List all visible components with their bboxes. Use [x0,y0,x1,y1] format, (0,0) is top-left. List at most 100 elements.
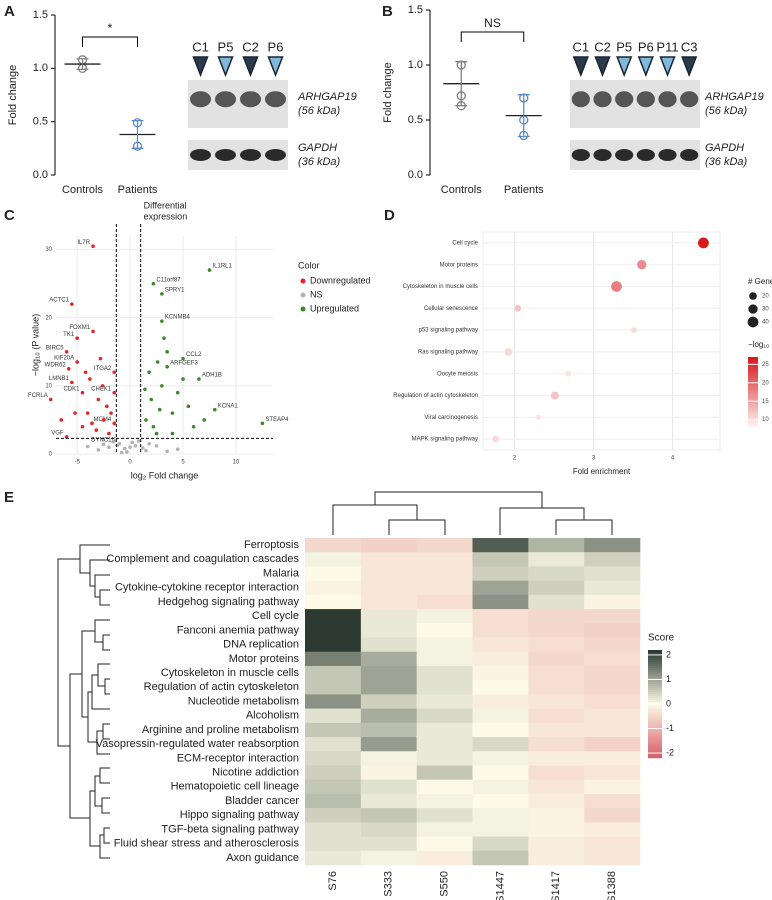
y-axis-label: Fold change [7,65,19,126]
colorbar [648,694,662,697]
heatmap-cell [584,751,641,766]
colorbar [748,391,758,394]
data-point [197,377,201,381]
data-point [112,421,117,426]
data-point [136,439,141,443]
colorbar [648,702,662,705]
protein-size: (56 kDa) [705,105,748,117]
row-label: Axon guidance [226,852,299,864]
colorbar-label: 20 [762,380,769,386]
heatmap-cell [584,680,641,695]
heatmap-cell [416,793,473,809]
colorbar [648,668,662,671]
lane-label: C1 [573,39,590,54]
data-point [91,329,95,334]
colorbar [648,728,662,731]
heatmap-cell [528,737,585,752]
row-label: Hematopoietic cell lineage [171,781,299,793]
heatmap-cell [360,538,417,553]
colorbar [748,381,758,384]
blot-band [190,91,211,108]
heatmap-cell [305,651,362,667]
row-label: Hedgehog signaling pathway [158,596,300,608]
data-point [154,444,159,448]
data-point [125,450,129,454]
colorbar [648,716,662,719]
data-point [96,397,101,402]
data-point [88,377,92,381]
heatmap-cell [472,850,529,866]
data-point [162,336,166,340]
colorbar [648,666,662,669]
significance-bracket [82,36,138,47]
heatmap-cell [472,594,529,610]
colorbar-label: 15 [762,399,769,405]
colorbar [648,680,662,683]
error-bar [455,61,468,107]
lane-marker [572,56,589,78]
colorbar [648,682,662,685]
dot [504,348,513,356]
panel-label: B [382,3,393,20]
colorbar-label: -2 [666,747,674,757]
heatmap-cell [472,665,529,681]
blot-band [240,91,261,108]
colorbar [748,377,758,380]
colorbar [648,662,662,665]
colorbar [748,425,758,428]
heatmap-cell [305,609,362,624]
blot-band [658,149,677,161]
heatmap-cell [528,566,585,581]
point-label: FOXM1 [69,325,90,331]
blot-band [680,91,699,108]
protein-label: ARHGAP19 [704,91,764,103]
data-point [75,360,79,364]
plot-area [482,231,721,451]
dot [611,281,622,292]
lane-marker [594,56,611,78]
heatmap-cell [416,637,473,653]
heatmap-cell [305,722,362,738]
data-point [160,292,164,296]
data-point [175,390,180,395]
x-tick-label: Controls [62,184,103,196]
data-point [70,302,74,306]
column-label: S1417 [550,871,562,900]
x-tick-label: 10 [233,460,240,466]
heatmap-cell [416,609,473,624]
heatmap-cell [472,623,529,638]
colorbar [648,718,662,721]
point-label: LMNB1 [49,376,70,382]
colorbar [748,383,758,386]
x-tick-label: 2 [513,456,517,462]
heatmap-cell [528,793,585,809]
heatmap-cell [360,594,417,610]
legend-marker [300,306,306,312]
point-label: TK1 [63,332,75,338]
y-tick-label: Cellular senescence [424,306,479,312]
colorbar [748,421,758,424]
heatmap-cell [584,722,641,738]
y-tick-label: Cell cycle [452,240,478,246]
colorbar [748,375,758,378]
colorbar [748,417,758,420]
heatmap-cell [584,594,641,610]
blot-image [570,140,700,170]
heatmap-cell [416,836,473,852]
data-point [143,387,147,392]
heatmap-cell [584,665,641,681]
legend-label: 30 [762,307,769,313]
point-label: BIRC5 [46,345,64,351]
protein-size: (36 kDa) [298,156,341,168]
colorbar [748,399,758,402]
heatmap-cell [305,779,362,795]
colorbar [748,359,758,362]
heatmap-cell [416,751,473,766]
colorbar [648,734,662,737]
dot [637,260,647,270]
point-label: CCL2 [186,352,202,358]
heatmap-cell [528,665,585,681]
point-label: KCNMB4 [165,315,191,321]
dot [535,414,541,420]
data-point [155,360,160,364]
